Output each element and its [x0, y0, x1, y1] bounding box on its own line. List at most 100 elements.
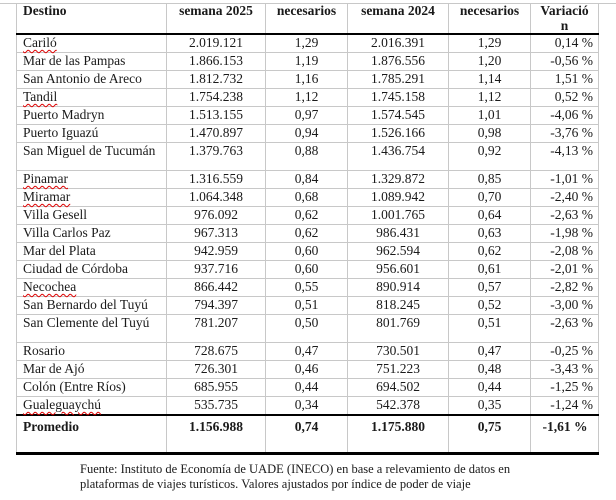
table-row: Miramar 1.064.348 0,68 1.089.942 0,70 -2,40 %	[16, 188, 599, 207]
cell-variacion: 0,52 %	[530, 88, 599, 107]
cell-semana-2025: 1.866.153	[166, 52, 266, 71]
cell-necesarios-2025: 1,19	[265, 52, 348, 71]
cell-semana-2024: 956.601	[347, 260, 449, 279]
cell-destino: San Antonio de Areco	[16, 70, 167, 89]
cell-destino: Mar del Plata	[16, 242, 167, 261]
cell-semana-2025: 1.379.763	[166, 142, 266, 171]
cell-semana-2025: 937.716	[166, 260, 266, 279]
cell-semana-2025: 866.442	[166, 278, 266, 297]
cell-necesarios-2024: 1,12	[448, 88, 531, 107]
cell-necesarios-2025: 0,88	[265, 142, 348, 171]
table-row: Colón (Entre Ríos) 685.955 0,44 694.502 0,44…	[16, 378, 599, 397]
table-row: Mar de Ajó 726.301 0,46 751.223 0,48 -3,43 %	[16, 360, 599, 379]
cell-variacion: -3,00 %	[530, 296, 599, 315]
cell-necesarios-2025: 0,46	[265, 360, 348, 379]
cell-necesarios-2025: 0,44	[265, 378, 348, 397]
cell-semana-2024: 1.175.880	[347, 414, 449, 455]
cell-semana-2024: 801.769	[347, 314, 449, 343]
cell-semana-2024: 730.501	[347, 342, 449, 361]
table-row: Rosario 728.675 0,47 730.501 0,47 -0,25 %	[16, 342, 599, 361]
cell-necesarios-2024: 0,47	[448, 342, 531, 361]
table-row: Mar del Plata 942.959 0,60 962.594 0,62 -2,08…	[16, 242, 599, 261]
cell-variacion: -4,06 %	[530, 106, 599, 125]
cell-necesarios-2025: 0,47	[265, 342, 348, 361]
cell-destino: Promedio	[16, 414, 167, 455]
cell-semana-2024: 751.223	[347, 360, 449, 379]
cell-semana-2024: 2.016.391	[347, 34, 449, 53]
table-row: Gualeguaychú 535.735 0,34 542.378 0,35 -1,24 …	[16, 396, 599, 416]
header-destino: Destino	[16, 3, 167, 35]
cell-variacion: -1,24 %	[530, 396, 599, 416]
cell-necesarios-2025: 0,50	[265, 314, 348, 343]
cell-variacion: -2,63 %	[530, 314, 599, 343]
cell-destino: Necochea	[16, 278, 167, 297]
cell-semana-2025: 781.207	[166, 314, 266, 343]
cell-semana-2025: 1.316.559	[166, 170, 266, 189]
cell-destino: Pinamar	[16, 170, 167, 189]
cell-variacion: -1,98 %	[530, 224, 599, 243]
cell-variacion: -1,25 %	[530, 378, 599, 397]
cell-destino: Cariló	[16, 34, 167, 53]
cell-semana-2024: 1.526.166	[347, 124, 449, 143]
cell-necesarios-2025: 1,12	[265, 88, 348, 107]
table-row: Puerto Iguazú 1.470.897 0,94 1.526.166 0,98-…	[16, 124, 599, 143]
cell-destino: San Clemente del Tuyú	[16, 314, 167, 343]
cell-necesarios-2025: 1,16	[265, 70, 348, 89]
cell-necesarios-2024: 1,20	[448, 52, 531, 71]
cell-necesarios-2025: 0,34	[265, 396, 348, 416]
cell-variacion: -2,01 %	[530, 260, 599, 279]
table-row: Villa Carlos Paz 967.313 0,62 986.431 0,63 -1…	[16, 224, 599, 243]
cell-variacion: -3,43 %	[530, 360, 599, 379]
header-semana-2025: semana 2025	[166, 3, 266, 35]
destinations-table: Destino semana 2025 necesarios semana 20…	[16, 3, 599, 455]
cell-necesarios-2025: 0,60	[265, 242, 348, 261]
table-row: Puerto Madryn 1.513.155 0,97 1.574.545 1,01-…	[16, 106, 599, 125]
cell-necesarios-2024: 0,52	[448, 296, 531, 315]
cell-semana-2025: 1.513.155	[166, 106, 266, 125]
cell-destino: Tandil	[16, 88, 167, 107]
cell-semana-2025: 535.735	[166, 396, 266, 416]
cell-necesarios-2024: 0,70	[448, 188, 531, 207]
cell-semana-2024: 962.594	[347, 242, 449, 261]
cell-semana-2025: 1.470.897	[166, 124, 266, 143]
cell-destino: Gualeguaychú	[16, 396, 167, 416]
source-footnote: Fuente: Instituto de Economía de UADE (I…	[80, 462, 511, 491]
cell-destino: Mar de las Pampas	[16, 52, 167, 71]
header-necesarios-2024: necesarios	[448, 3, 531, 35]
cell-variacion: -2,40 %	[530, 188, 599, 207]
cell-semana-2024: 542.378	[347, 396, 449, 416]
cell-necesarios-2025: 0,62	[265, 224, 348, 243]
cell-necesarios-2024: 1,29	[448, 34, 531, 53]
cell-variacion: -2,08 %	[530, 242, 599, 261]
cell-destino: Mar de Ajó	[16, 360, 167, 379]
table-row: Cariló 2.019.121 1,29 2.016.391 1,29 0,14 %	[16, 34, 599, 53]
table-row: Mar de las Pampas 1.866.153 1,19 1.876.556 1…	[16, 52, 599, 71]
average-row: Promedio 1.156.988 0,74 1.175.880 0,75 -1,61 …	[16, 414, 599, 455]
cell-necesarios-2024: 0,92	[448, 142, 531, 171]
cell-variacion: 1,51 %	[530, 70, 599, 89]
cell-necesarios-2025: 0,97	[265, 106, 348, 125]
cell-necesarios-2025: 0,94	[265, 124, 348, 143]
table-row: Villa Gesell 976.092 0,62 1.001.765 0,64 -2,6…	[16, 206, 599, 225]
cell-destino: San Bernardo del Tuyú	[16, 296, 167, 315]
cell-variacion: -3,76 %	[530, 124, 599, 143]
cell-necesarios-2025: 0,84	[265, 170, 348, 189]
cell-destino: Rosario	[16, 342, 167, 361]
table-row: Ciudad de Córdoba 937.716 0,60 956.601 0,61-…	[16, 260, 599, 279]
cell-semana-2025: 1.812.732	[166, 70, 266, 89]
cell-necesarios-2024: 0,64	[448, 206, 531, 225]
cell-semana-2024: 890.914	[347, 278, 449, 297]
cell-destino: Villa Gesell	[16, 206, 167, 225]
header-necesarios-2025: necesarios	[265, 3, 348, 35]
header-semana-2024: semana 2024	[347, 3, 449, 35]
cell-destino: San Miguel de Tucumán	[16, 142, 167, 171]
cell-semana-2024: 1.001.765	[347, 206, 449, 225]
cell-necesarios-2024: 0,61	[448, 260, 531, 279]
cell-necesarios-2024: 0,98	[448, 124, 531, 143]
table-row: San Bernardo del Tuyú 794.397 0,51 818.245 0…	[16, 296, 599, 315]
cell-necesarios-2024: 1,14	[448, 70, 531, 89]
cell-necesarios-2025: 0,62	[265, 206, 348, 225]
cell-necesarios-2024: 0,44	[448, 378, 531, 397]
cell-variacion: -0,56 %	[530, 52, 599, 71]
cell-necesarios-2024: 0,57	[448, 278, 531, 297]
